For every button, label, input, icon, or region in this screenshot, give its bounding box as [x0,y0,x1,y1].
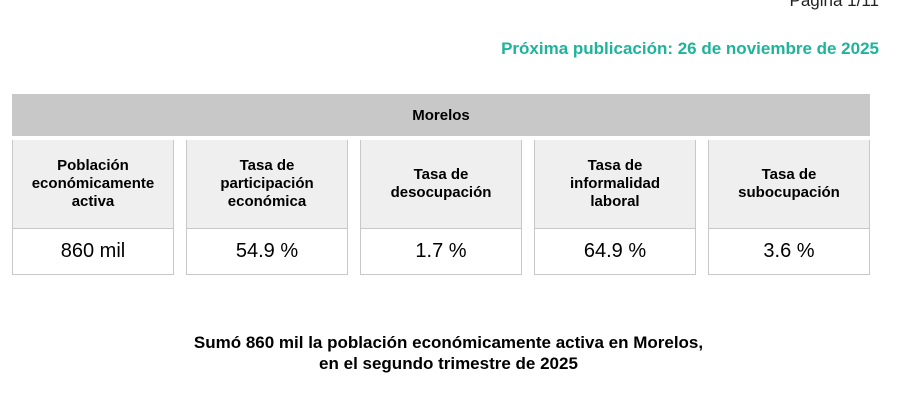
indicator-label: Población económicamente activa [13,140,173,228]
indicator-label: Tasa de subocupación [709,140,869,228]
next-publication-date: Próxima publicación: 26 de noviembre de … [501,39,879,58]
page-number: Página 1/11 [789,0,879,10]
indicator-pea: Población económicamente activa 860 mil [12,140,174,275]
headline: Sumó 860 mil la población económicamente… [193,333,704,373]
indicator-label: Tasa de participación económica [187,140,347,228]
indicator-value: 860 mil [13,228,173,274]
indicator-label: Tasa de desocupación [361,140,521,228]
indicator-label: Tasa de informalidad laboral [535,140,695,228]
indicator-value: 54.9 % [187,228,347,274]
state-header: Morelos [12,94,870,136]
indicators-table: Morelos Población económicamente activa … [12,94,870,275]
indicator-underemployment-rate: Tasa de subocupación 3.6 % [708,140,870,275]
indicator-informality-rate: Tasa de informalidad laboral 64.9 % [534,140,696,275]
indicator-participation-rate: Tasa de participación económica 54.9 % [186,140,348,275]
indicator-value: 3.6 % [709,228,869,274]
indicator-value: 1.7 % [361,228,521,274]
indicator-value: 64.9 % [535,228,695,274]
indicators-row: Población económicamente activa 860 mil … [12,140,870,275]
indicator-unemployment-rate: Tasa de desocupación 1.7 % [360,140,522,275]
